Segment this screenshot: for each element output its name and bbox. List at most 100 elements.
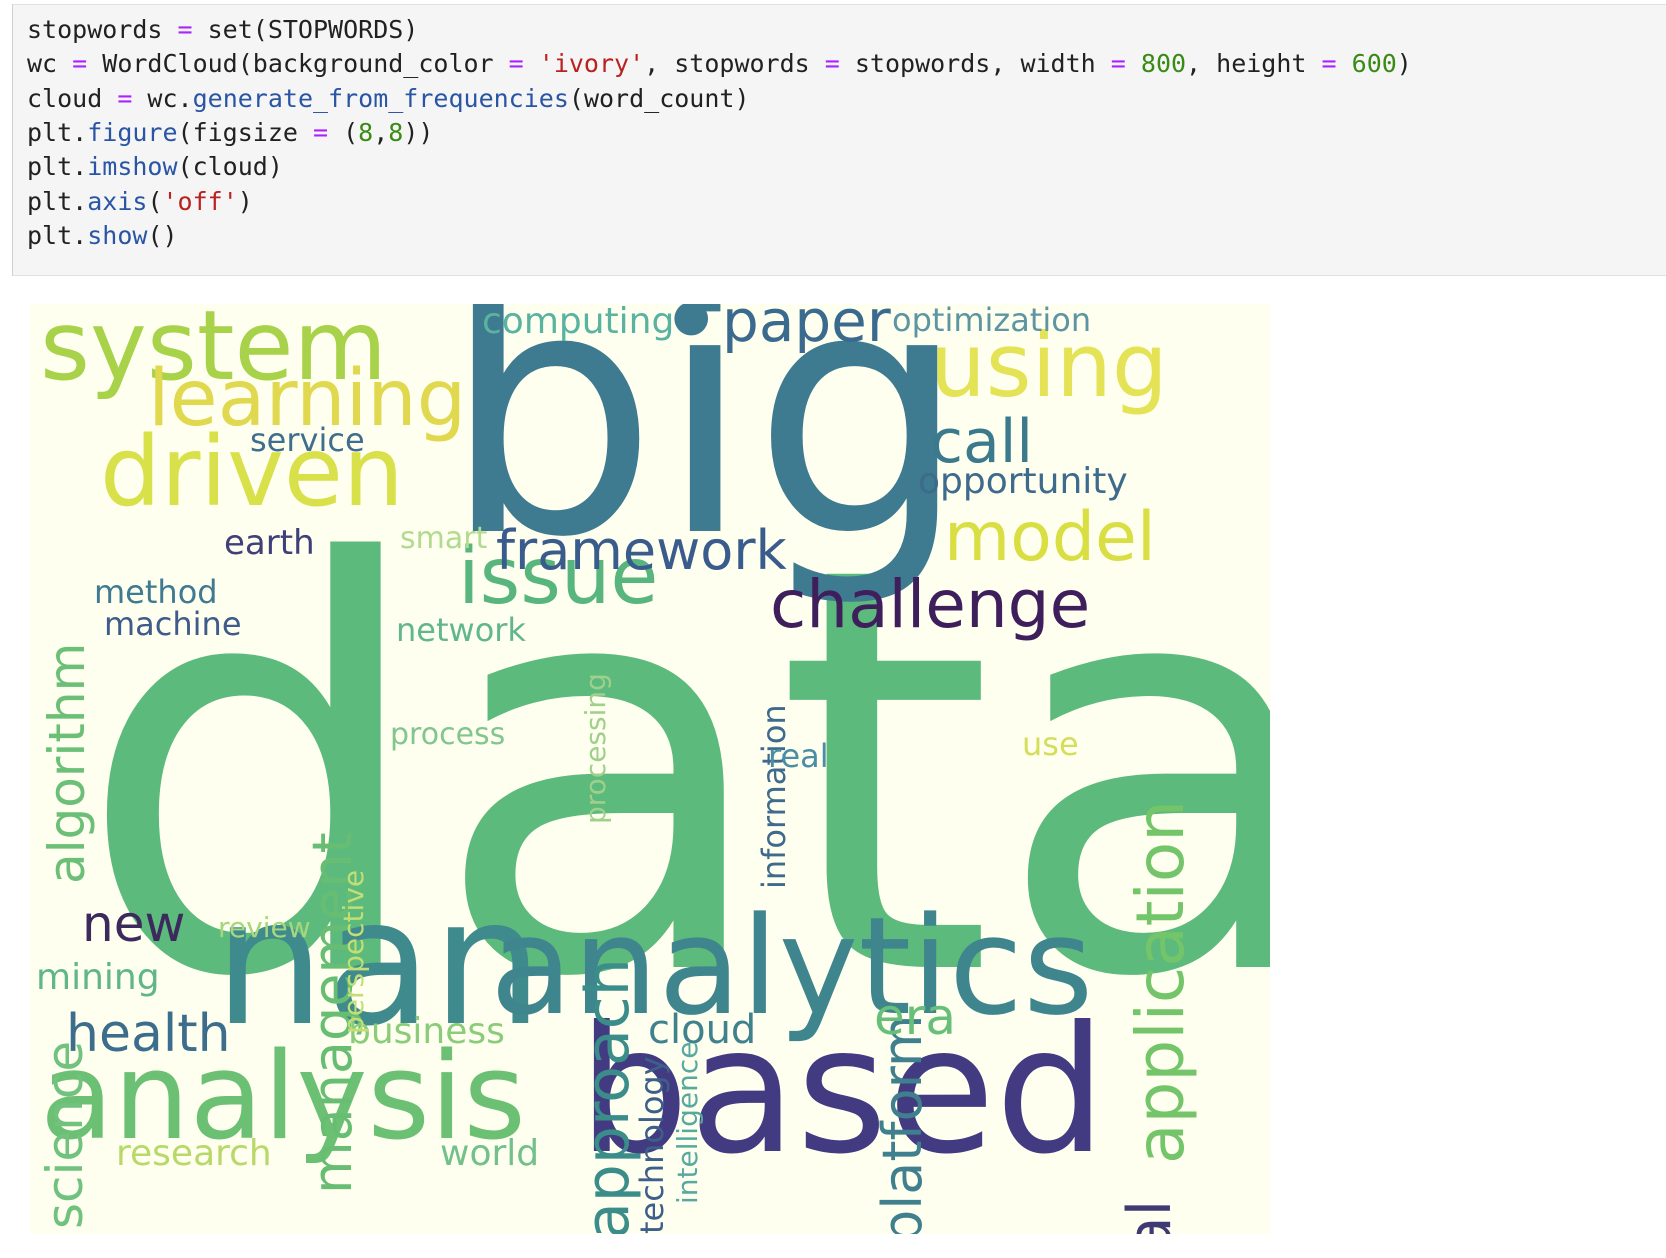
code-token: ( [328, 118, 359, 147]
wordcloud-word: service [250, 421, 365, 459]
code-token: WordCloud(background_color [87, 49, 509, 78]
code-token: (figsize [177, 118, 313, 147]
code-token: wc. [132, 84, 193, 113]
wordcloud-word: system [40, 304, 388, 402]
wordcloud-word: algorithm [38, 642, 96, 884]
wordcloud-word: analysis [40, 1028, 526, 1167]
wordcloud-word: machine [104, 605, 242, 643]
code-token: cloud [27, 84, 118, 113]
code-token: ( [147, 187, 163, 216]
code-token: = [117, 84, 133, 113]
wordcloud-word: processing [579, 673, 612, 824]
code-token: 'off' [162, 187, 238, 216]
code-token [524, 49, 539, 78]
wordcloud-word: business [348, 1011, 505, 1052]
code-token: () [147, 221, 178, 250]
code-line: plt.show() [27, 219, 178, 253]
code-token: = [72, 49, 88, 78]
code-token: ) [237, 187, 253, 216]
wordcloud-word: model [944, 498, 1156, 577]
code-line: cloud = wc.generate_from_frequencies(wor… [27, 82, 750, 116]
code-line: plt.axis('off') [27, 185, 253, 219]
wordcloud-word: smart [400, 521, 488, 556]
code-line: stopwords = set(STOPWORDS) [27, 13, 418, 47]
wordcloud-word: earth [224, 523, 315, 563]
wordcloud-word: process [390, 717, 506, 752]
code-token: 8 [388, 118, 404, 147]
code-token: set(STOPWORDS) [192, 15, 419, 44]
wordcloud-word: learning [148, 354, 467, 444]
code-token: 800 [1140, 49, 1187, 78]
code-token: = [508, 49, 524, 78]
code-line: plt.figure(figsize = (8,8)) [27, 116, 433, 150]
wordcloud-word: data [76, 448, 1270, 1100]
code-token: = [824, 49, 840, 78]
wordcloud-word: technology [633, 1056, 671, 1234]
wordcloud-word: call [930, 407, 1034, 477]
code-token: plt. [27, 221, 88, 250]
wordcloud-word: challenge [770, 566, 1091, 643]
code-token: 8 [358, 118, 374, 147]
wordcloud-word: network [396, 611, 526, 649]
code-token: generate_from_frequencies [192, 84, 569, 113]
code-token: wc [27, 49, 73, 78]
wordcloud-word: new [82, 895, 186, 953]
wordcloud-word: based [578, 990, 1107, 1193]
wordcloud-word: cloud [648, 1007, 757, 1053]
wordcloud-word: big [442, 304, 969, 612]
wordcloud-image: data big based nan analytics analysis system dr… [30, 304, 1270, 1234]
wordcloud-word: using [930, 314, 1168, 417]
wordcloud-word: perspective [337, 869, 370, 1034]
cell-output: data big based nan analytics analysis system dr… [30, 304, 1270, 1234]
code-token: plt. [27, 187, 88, 216]
wordcloud-word: platform [871, 1014, 934, 1234]
wordcloud-word: optimization [892, 304, 1092, 339]
code-token [1126, 49, 1141, 78]
code-token: figure [87, 118, 178, 147]
wordcloud-word: research [116, 1133, 272, 1174]
wordcloud-word: ● [672, 304, 711, 341]
code-token: 'ivory' [538, 49, 645, 78]
code-token: plt. [27, 152, 88, 181]
code-token: (word_count) [568, 84, 750, 113]
wordcloud-word: method [94, 573, 218, 611]
code-token: imshow [87, 152, 178, 181]
wordcloud-word: framework [496, 519, 787, 582]
code-token: = [313, 118, 329, 147]
code-line: plt.imshow(cloud) [27, 150, 283, 184]
code-cell[interactable]: stopwords = set(STOPWORDS) wc = WordCloud… [12, 4, 1666, 276]
code-token: axis [87, 187, 148, 216]
wordcloud-word: paper [722, 304, 891, 355]
code-token: stopwords [27, 15, 178, 44]
code-token: = [1110, 49, 1126, 78]
code-token: stopwords, width [839, 49, 1111, 78]
code-token: , height [1186, 49, 1322, 78]
wordcloud-word: nan [214, 862, 544, 1065]
code-token: show [87, 221, 148, 250]
code-token: ) [1396, 49, 1412, 78]
wordcloud-word: driven [100, 416, 404, 528]
wordcloud-word: issue [458, 532, 659, 622]
wordcloud-word: intelligence [671, 1041, 704, 1204]
wordcloud-word: application [1122, 799, 1199, 1164]
wordcloud-word: mining [36, 957, 160, 998]
wordcloud-word: opportunity [918, 461, 1128, 502]
code-token: = [177, 15, 193, 44]
wordcloud-word: health [66, 1004, 231, 1064]
code-token: (cloud) [177, 152, 283, 181]
code-token [1337, 49, 1352, 78]
wordcloud-word: world [440, 1133, 540, 1174]
wordcloud-word: information [755, 704, 793, 889]
wordcloud-word: era [874, 988, 956, 1046]
wordcloud-word: analytics [490, 888, 1094, 1045]
wordcloud-word: science [36, 1040, 94, 1229]
wordcloud-word: use [1022, 725, 1079, 763]
code-line: wc = WordCloud(background_color = 'ivory… [27, 47, 1412, 81]
code-token: )) [403, 118, 434, 147]
code-token: = [1321, 49, 1337, 78]
code-token: , stopwords [644, 49, 825, 78]
code-token: plt. [27, 118, 88, 147]
wordcloud-word: approach [573, 958, 643, 1234]
wordcloud-word: computing [482, 304, 675, 342]
wordcloud-word: review [218, 911, 311, 944]
